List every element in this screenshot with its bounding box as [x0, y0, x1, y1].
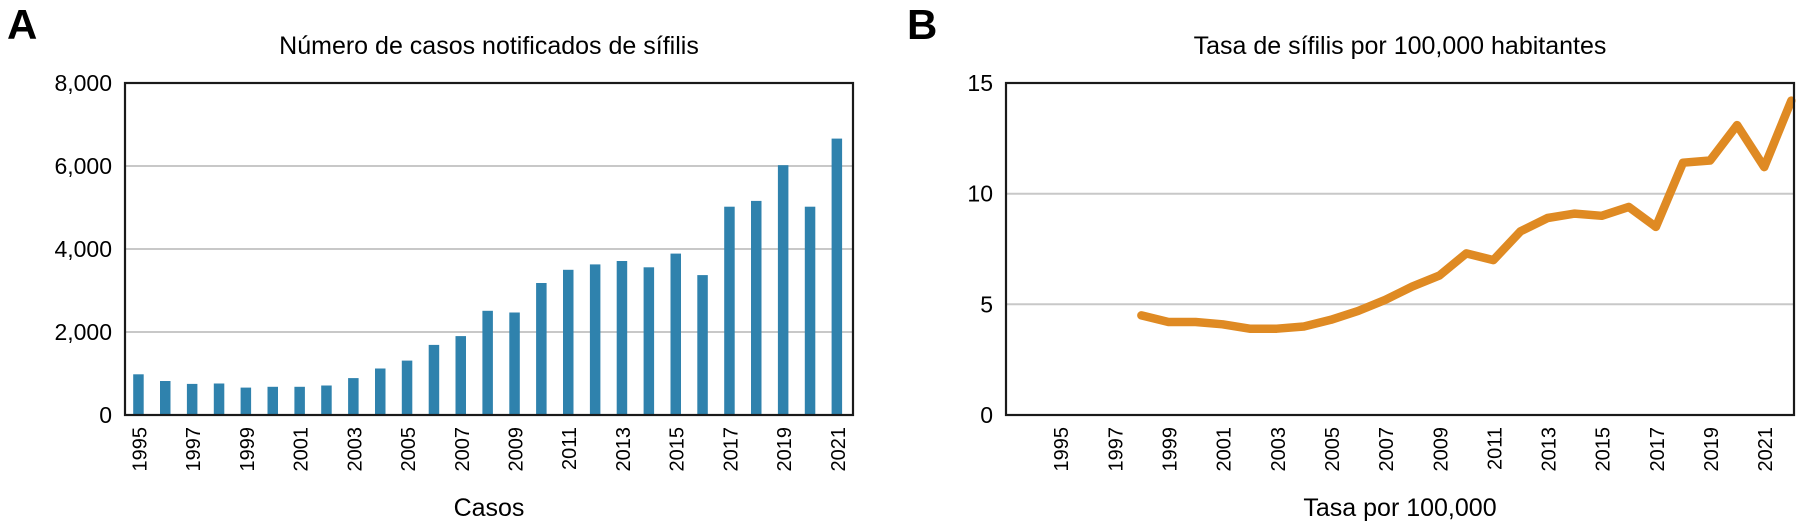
cases-bar-2002: [321, 385, 332, 415]
y-tick-label-4000: 4,000: [54, 236, 112, 262]
panel-b-title: Tasa de sífilis por 100,000 habitantes: [1193, 32, 1607, 60]
panel-a-plot-area: 0 2,000 4,000 6,000 8,000 1995 1997 1999 2001 200…: [54, 70, 855, 472]
x-tick-label-1997: 1997: [183, 427, 205, 472]
x-tick-label-2011: 2011: [559, 427, 581, 470]
x-tick-label-2007: 2007: [452, 427, 474, 472]
x-tick-label-1999: 1999: [237, 427, 259, 472]
x-tick-label-2019: 2019: [1701, 427, 1723, 472]
x-tick-label-2001: 2001: [1214, 427, 1236, 472]
y-tick-label-0: 0: [980, 402, 993, 428]
panel-a-cases-bar-chart: A Número de casos notificados de sífilis…: [7, 1, 855, 522]
cases-bar-2013: [616, 261, 628, 415]
x-tick-label-2013: 2013: [1539, 427, 1561, 472]
cases-bar-1999: [240, 387, 252, 415]
x-tick-label-1995: 1995: [129, 427, 151, 472]
cases-bar-2021: [831, 138, 843, 415]
x-tick-label-2017: 2017: [1647, 427, 1669, 472]
cases-bar-2017: [724, 206, 735, 415]
x-tick-label-2007: 2007: [1376, 427, 1398, 472]
x-tick-label-2021: 2021: [1755, 427, 1777, 472]
x-tick-label-2001: 2001: [291, 427, 313, 472]
cases-bar-2019: [777, 165, 789, 415]
plot-border: [1004, 81, 1796, 417]
x-tick-label-2009: 2009: [506, 427, 528, 472]
cases-bar-2008: [482, 310, 493, 415]
x-tick-label-1997: 1997: [1105, 427, 1127, 472]
y-tick-label-0: 0: [99, 402, 112, 428]
cases-bar-2004: [375, 368, 386, 415]
y-tick-label-6000: 6,000: [54, 153, 112, 179]
x-tick-label-2017: 2017: [720, 427, 742, 472]
cases-bar-1996: [160, 381, 171, 415]
panel-a-xaxis-label: Casos: [453, 494, 525, 522]
y-tick-label-8000: 8,000: [54, 70, 112, 96]
cases-bar-2014: [643, 267, 655, 415]
x-tick-label-2013: 2013: [613, 427, 635, 472]
plot-border: [123, 81, 855, 417]
cases-bar-2000: [267, 386, 278, 415]
panel-a-letter: A: [7, 1, 38, 48]
cases-bar-2010: [536, 283, 547, 415]
cases-bar-2005: [401, 360, 413, 415]
x-tick-label-2019: 2019: [774, 427, 796, 472]
cases-bar-2006: [428, 344, 440, 415]
panel-a-title: Número de casos notificados de sífilis: [279, 32, 699, 60]
x-tick-label-1999: 1999: [1160, 427, 1182, 472]
cases-bar-1998: [213, 383, 225, 415]
x-tick-label-2015: 2015: [667, 427, 689, 472]
cases-bar-2011: [563, 269, 574, 416]
x-tick-label-2003: 2003: [344, 427, 366, 472]
cases-bar-1995: [133, 374, 144, 415]
rate-trend-line: [1137, 96, 1796, 333]
x-tick-label-1995: 1995: [1051, 427, 1073, 472]
x-tick-label-2003: 2003: [1268, 427, 1290, 472]
cases-bar-2018: [751, 200, 762, 415]
cases-bar-2009: [509, 312, 520, 415]
cases-bar-2012: [589, 264, 601, 415]
x-tick-label-2009: 2009: [1430, 427, 1452, 472]
panel-b-plot-area: 0 5 10 15 1995 1997 1999 2001 2003 2005 2007 2009 20…: [967, 70, 1796, 472]
cases-bar-2015: [670, 253, 681, 415]
x-tick-label-2005: 2005: [398, 427, 420, 472]
y-tick-label-5: 5: [980, 291, 993, 317]
x-tick-label-2011: 2011: [1484, 427, 1506, 470]
cases-bar-2003: [348, 378, 359, 415]
x-tick-label-2015: 2015: [1593, 427, 1615, 472]
panel-b-letter: B: [907, 1, 938, 48]
x-tick-label-2021: 2021: [828, 427, 850, 472]
panel-b-rate-line-chart: B Tasa de sífilis por 100,000 habitantes…: [900, 0, 1800, 531]
y-tick-label-2000: 2,000: [54, 319, 112, 345]
cases-bar-2001: [294, 386, 305, 415]
y-tick-label-10: 10: [967, 181, 993, 207]
panel-b-xaxis-label: Tasa por 100,000: [1303, 494, 1497, 522]
x-tick-label-2005: 2005: [1322, 427, 1344, 472]
cases-bar-2016: [697, 275, 708, 415]
cases-bar-2020: [804, 206, 816, 415]
cases-bar-2007: [455, 336, 466, 415]
cases-bar-1997: [186, 383, 198, 415]
y-tick-label-15: 15: [967, 70, 993, 96]
